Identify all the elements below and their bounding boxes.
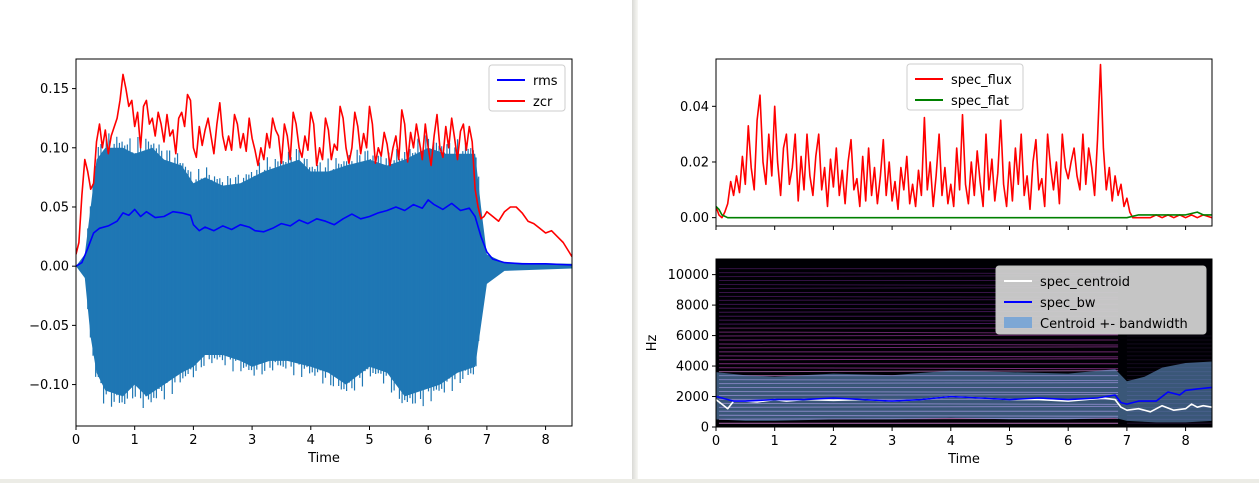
x-tick-label: 8 bbox=[541, 433, 549, 448]
x-axis-label: Time bbox=[947, 452, 980, 467]
legend-label: rms bbox=[533, 74, 558, 89]
harmonic-line bbox=[718, 343, 1119, 346]
harmonic-line bbox=[718, 370, 1119, 373]
plot-frame bbox=[75, 58, 573, 427]
legend-box bbox=[995, 265, 1207, 335]
x-tick-label: 8 bbox=[1181, 434, 1189, 449]
x-tick-label: 2 bbox=[829, 434, 837, 449]
series-line-spec-flat bbox=[716, 205, 1212, 219]
harmonic-line bbox=[718, 334, 1119, 337]
waveform-area bbox=[76, 147, 572, 397]
x-axis-label: Time bbox=[307, 451, 340, 466]
series-lines bbox=[716, 386, 1212, 413]
x-tick-label: 0 bbox=[72, 433, 80, 448]
left-figure-panel: 0 1 2 3 4 5 6 7 8 0.15 0.10 0.05 0.00 −0.05 −0.10 Time r… bbox=[0, 0, 632, 483]
series-line-spec-bw bbox=[716, 386, 1212, 405]
y-tick-label: 2000 bbox=[676, 390, 709, 405]
series-line-spec-flux bbox=[716, 63, 1212, 219]
y-tick-label: 10000 bbox=[668, 268, 709, 283]
legend-swatch bbox=[1004, 317, 1032, 328]
y-tick-label: 0.02 bbox=[680, 155, 709, 170]
y-tick-label: 0.05 bbox=[40, 200, 69, 215]
y-tick-label: 0.04 bbox=[680, 100, 709, 115]
legend-label: spec_centroid bbox=[1040, 275, 1130, 290]
chart-rms-zcr: 0 1 2 3 4 5 6 7 8 0.15 0.10 0.05 0.00 −0.05 −0.10 Time r… bbox=[29, 58, 573, 466]
legend: spec_flux spec_flat bbox=[906, 63, 1024, 111]
x-tick-label: 7 bbox=[483, 433, 491, 448]
window-bottom-edge bbox=[0, 479, 1259, 483]
centroid-bandwidth-band bbox=[716, 361, 1212, 423]
legend: rms zcr bbox=[488, 64, 566, 112]
y-tick-label: 0.00 bbox=[40, 260, 69, 275]
plot-frame bbox=[715, 258, 1213, 428]
harmonic-line bbox=[718, 367, 1119, 370]
series-lines bbox=[716, 63, 1212, 219]
x-tick-label: 4 bbox=[947, 434, 955, 449]
x-tick-label: 0 bbox=[712, 434, 720, 449]
right-figure-panel: 0.04 0.02 0.00 spec_flux spec_flat 0 1 2 3 4 5 6 7 8… bbox=[638, 0, 1259, 483]
x-tick-label: 6 bbox=[1064, 434, 1072, 449]
chart-spectral-centroid-bandwidth: 0 1 2 3 4 5 6 7 8 10000 8000 6000 4000 2000 0 Time Hz spe… bbox=[645, 258, 1213, 467]
harmonic-line bbox=[718, 346, 1119, 349]
legend-box bbox=[488, 64, 566, 112]
x-tick-label: 6 bbox=[424, 433, 432, 448]
harmonic-line bbox=[718, 358, 1119, 361]
y-axis: 10000 8000 6000 4000 2000 0 bbox=[668, 268, 716, 436]
y-tick-label: 0.10 bbox=[40, 141, 69, 156]
legend-label: Centroid +- bandwidth bbox=[1040, 317, 1188, 332]
y-axis: 0.04 0.02 0.00 bbox=[680, 100, 716, 226]
x-axis: 0 1 2 3 4 5 6 7 8 bbox=[72, 426, 550, 448]
y-tick-label: −0.05 bbox=[29, 319, 69, 334]
x-axis bbox=[715, 226, 1187, 230]
y-tick-label: 0 bbox=[701, 421, 709, 436]
legend: spec_centroid spec_bw Centroid +- bandwidt… bbox=[995, 265, 1207, 335]
waveform-detail bbox=[87, 133, 480, 409]
series-line-zcr bbox=[76, 73, 572, 258]
x-tick-label: 1 bbox=[131, 433, 139, 448]
x-axis: 0 1 2 3 4 5 6 7 8 bbox=[712, 427, 1190, 449]
y-tick-label: −0.10 bbox=[29, 378, 69, 393]
y-tick-label: 4000 bbox=[676, 360, 709, 375]
legend-label: zcr bbox=[533, 95, 553, 110]
legend-label: spec_flat bbox=[951, 94, 1009, 109]
plot-frame bbox=[715, 58, 1213, 227]
series-line-rms bbox=[76, 199, 572, 267]
x-tick-label: 5 bbox=[365, 433, 373, 448]
x-tick-label: 4 bbox=[307, 433, 315, 448]
y-axis: 0.15 0.10 0.05 0.00 −0.05 −0.10 bbox=[29, 82, 76, 393]
x-tick-label: 2 bbox=[189, 433, 197, 448]
legend-label: spec_flux bbox=[951, 73, 1012, 88]
y-tick-label: 0.15 bbox=[40, 82, 69, 97]
x-tick-label: 1 bbox=[771, 434, 779, 449]
x-tick-label: 5 bbox=[1005, 434, 1013, 449]
harmonic-line bbox=[718, 355, 1119, 358]
series-lines bbox=[76, 73, 572, 267]
x-tick-label: 7 bbox=[1123, 434, 1131, 449]
legend-label: spec_bw bbox=[1040, 296, 1096, 311]
y-tick-label: 0.00 bbox=[680, 211, 709, 226]
y-axis-label: Hz bbox=[645, 335, 660, 352]
y-tick-label: 6000 bbox=[676, 329, 709, 344]
legend-box bbox=[906, 63, 1024, 111]
panel-divider[interactable] bbox=[632, 0, 638, 483]
x-tick-label: 3 bbox=[248, 433, 256, 448]
x-tick-label: 3 bbox=[888, 434, 896, 449]
chart-spectral-flux-flatness: 0.04 0.02 0.00 spec_flux spec_flat bbox=[680, 58, 1213, 230]
y-tick-label: 8000 bbox=[676, 299, 709, 314]
